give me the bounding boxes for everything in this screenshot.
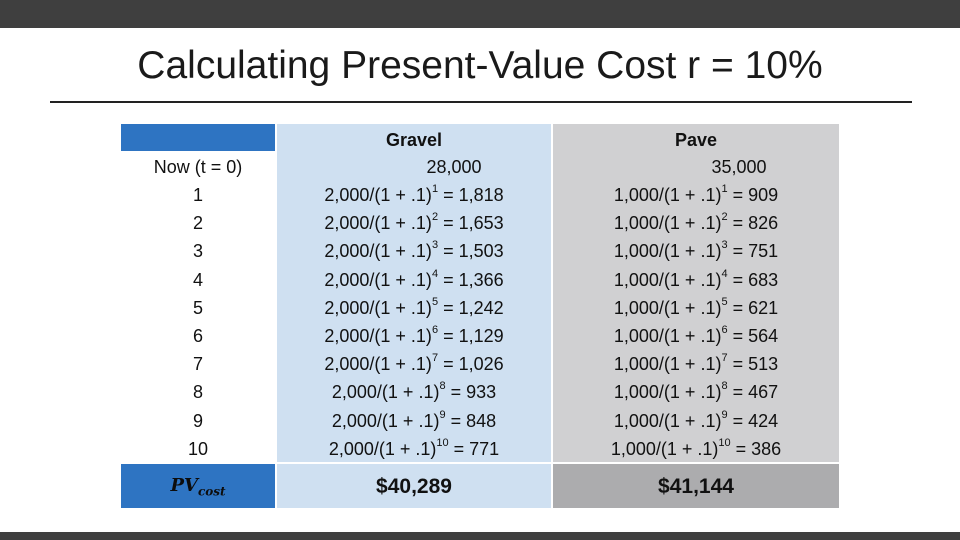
- time-period: 10: [187, 439, 209, 459]
- title-divider: [50, 101, 912, 103]
- time-now: Now (t = 0): [153, 157, 243, 177]
- top-bar: [0, 0, 960, 28]
- gravel-header: Gravel: [385, 130, 443, 150]
- pave-column: [553, 124, 839, 462]
- gravel-discount-value: 2,000/(1 + .1)1 = 1,818: [324, 183, 504, 206]
- gravel-discount-value: 2,000/(1 + .1)3 = 1,503: [324, 239, 504, 262]
- time-period: 3: [192, 241, 203, 261]
- pave-header: Pave: [674, 130, 718, 150]
- pave-discount-value: 1,000/(1 + .1)7 = 513: [613, 352, 779, 375]
- pave-discount-value: 1,000/(1 + .1)8 = 467: [613, 380, 779, 403]
- pv-cost-label-cell: PVcost: [121, 464, 275, 508]
- gravel-discount-value: 2,000/(1 + .1)5 = 1,242: [324, 296, 504, 319]
- pave-total: $41,144: [658, 475, 734, 498]
- pave-discount-value: 1,000/(1 + .1)3 = 751: [613, 239, 779, 262]
- pave-discount-value: 1,000/(1 + .1)9 = 424: [613, 409, 779, 432]
- time-column: [121, 124, 275, 462]
- gravel-initial: 28,000: [426, 157, 482, 177]
- pave-discount-value: 1,000/(1 + .1)5 = 621: [613, 296, 779, 319]
- time-period: 7: [192, 354, 203, 374]
- time-period: 8: [192, 382, 203, 402]
- time-period: 1: [192, 185, 203, 205]
- pv-cost-label: PVcost: [170, 475, 226, 499]
- time-period: 4: [192, 270, 203, 290]
- time-period: 2: [192, 213, 203, 233]
- gravel-discount-value: 2,000/(1 + .1)6 = 1,129: [324, 324, 504, 347]
- pave-discount-value: 1,000/(1 + .1)4 = 683: [613, 268, 779, 291]
- gravel-total: $40,289: [376, 475, 452, 498]
- pave-discount-value: 1,000/(1 + .1)1 = 909: [613, 183, 779, 206]
- gravel-discount-value: 2,000/(1 + .1)4 = 1,366: [324, 268, 504, 291]
- gravel-column: [277, 124, 551, 462]
- time-period: 6: [192, 326, 203, 346]
- time-header-cell: [121, 124, 275, 151]
- pave-total-cell: $41,144: [553, 464, 839, 508]
- gravel-discount-value: 2,000/(1 + .1)8 = 933: [331, 380, 497, 403]
- slide-title: Calculating Present-Value Cost r = 10%: [137, 44, 823, 87]
- time-period: 5: [192, 298, 203, 318]
- bottom-bar: [0, 532, 960, 540]
- gravel-discount-value: 2,000/(1 + .1)9 = 848: [331, 409, 497, 432]
- pave-initial: 35,000: [711, 157, 767, 177]
- pave-discount-value: 1,000/(1 + .1)2 = 826: [613, 211, 779, 234]
- pave-discount-value: 1,000/(1 + .1)10 = 386: [610, 437, 782, 460]
- gravel-discount-value: 2,000/(1 + .1)2 = 1,653: [324, 211, 504, 234]
- gravel-discount-value: 2,000/(1 + .1)10 = 771: [328, 437, 500, 460]
- time-period: 9: [192, 411, 203, 431]
- gravel-total-cell: $40,289: [277, 464, 551, 508]
- gravel-discount-value: 2,000/(1 + .1)7 = 1,026: [324, 352, 504, 375]
- pave-discount-value: 1,000/(1 + .1)6 = 564: [613, 324, 779, 347]
